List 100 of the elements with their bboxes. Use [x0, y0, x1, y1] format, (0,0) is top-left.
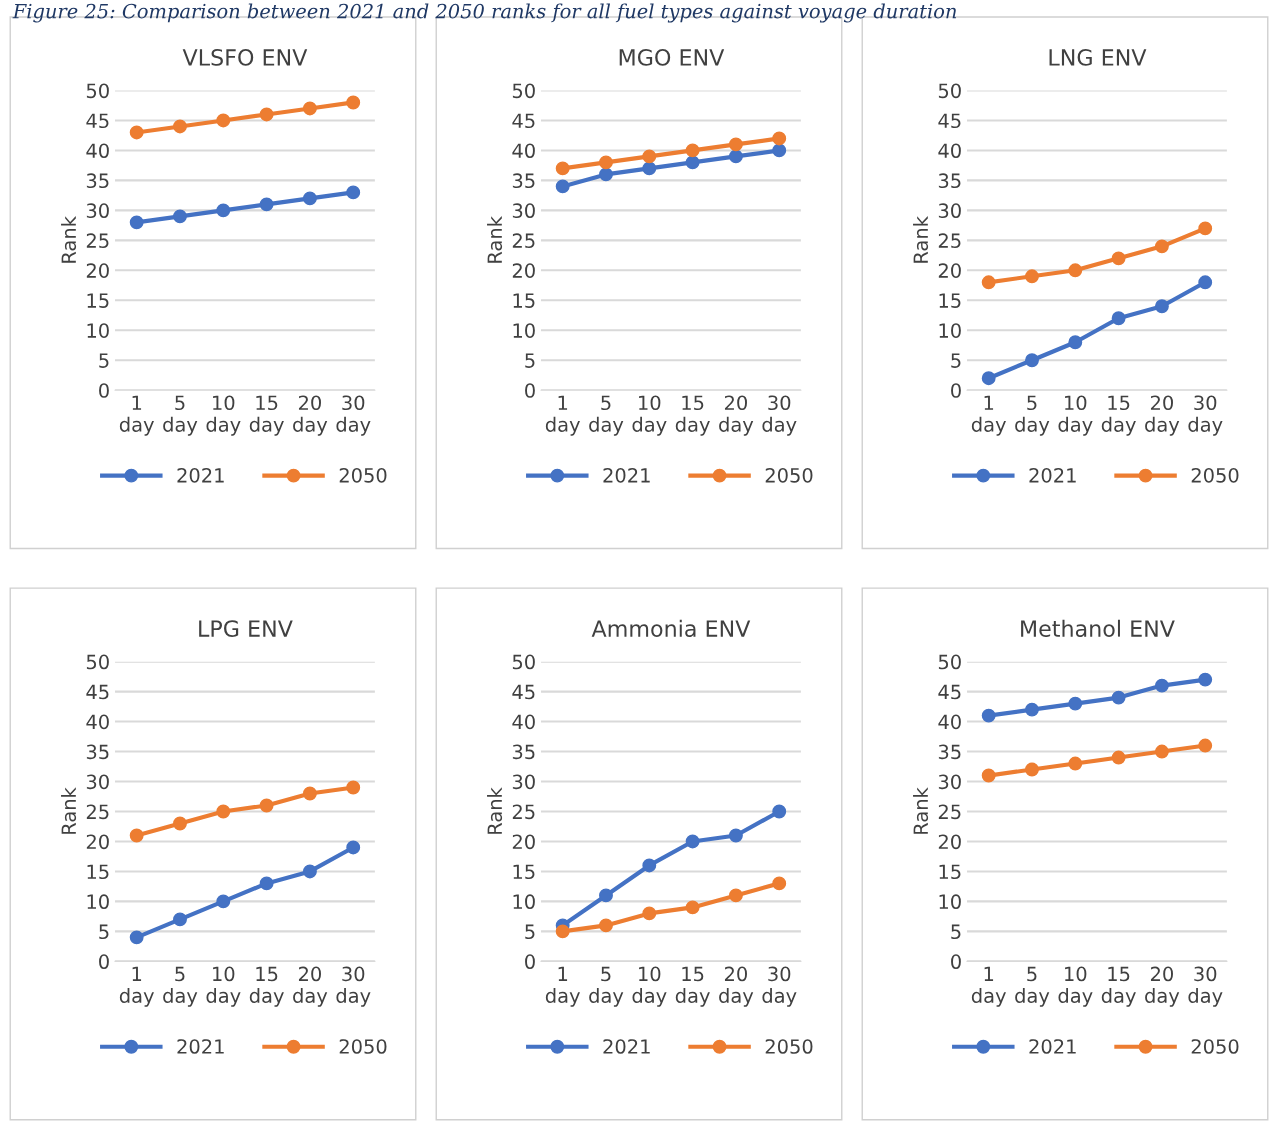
chart-title: VLSFO ENV: [182, 48, 308, 66]
y-tick-label: 10: [939, 894, 961, 910]
x-tick-label: 1 day: [119, 966, 154, 1007]
point: [642, 149, 657, 164]
point: [728, 828, 743, 843]
point: [1111, 750, 1126, 765]
point: [555, 179, 570, 194]
x-tick-label: 20 day: [1145, 966, 1180, 1007]
y-tick-label: 0: [99, 954, 109, 970]
x-tick-label: 5 day: [1015, 966, 1050, 1007]
x-tick-label: 30 day: [762, 966, 797, 1007]
x-tick-label: 5 day: [589, 966, 624, 1007]
point: [728, 888, 743, 903]
y-tick-label: 0: [525, 383, 535, 398]
point: [1068, 263, 1083, 278]
x-tick-label: 15 day: [675, 966, 710, 1007]
y-tick-label: 30: [938, 774, 961, 790]
point: [1068, 756, 1083, 771]
y-tick-label: 10: [939, 323, 961, 338]
point: [772, 143, 787, 158]
y-tick-label: 20: [512, 263, 535, 278]
x-tick-label: 5 day: [163, 395, 198, 436]
x-tick-label: 15 day: [1101, 966, 1136, 1007]
caption: Figure 25: Comparison between 2021 and 2050 ranks for all fuel types against voyage duration: [12, 3, 957, 23]
y-tick-label: 30: [512, 203, 535, 219]
y-tick-label: 15: [513, 293, 535, 308]
point: [259, 107, 274, 122]
point: [685, 834, 700, 849]
point: [216, 894, 231, 909]
legend-label: 2021: [1029, 467, 1076, 483]
y-tick-label: 30: [86, 203, 109, 219]
point: [302, 101, 317, 116]
y-tick-label: 30: [938, 203, 961, 219]
y-axis-title: Rank: [913, 787, 929, 834]
point: [1198, 738, 1213, 753]
point: [772, 804, 787, 819]
point: [346, 95, 361, 110]
y-tick-label: 20: [512, 834, 535, 850]
point: [346, 840, 361, 855]
point: [642, 858, 657, 873]
y-tick-label: 0: [951, 383, 961, 398]
point: [981, 708, 996, 723]
x-tick-label: 15 day: [675, 395, 710, 436]
y-tick-label: 50: [938, 654, 961, 670]
x-tick-label: 15 day: [249, 966, 284, 1007]
point: [129, 828, 144, 843]
x-tick-label: 10 day: [1058, 966, 1093, 1007]
y-tick-label: 40: [938, 143, 961, 159]
point: [1198, 275, 1213, 290]
y-tick-label: 40: [938, 714, 961, 730]
y-tick-label: 40: [86, 143, 109, 159]
point: [642, 161, 657, 176]
y-axis-title: Rank: [61, 787, 77, 834]
y-tick-label: 5: [951, 353, 961, 368]
x-tick-label: 20 day: [1145, 395, 1180, 436]
point: [555, 924, 570, 939]
x-tick-label: 10 day: [1058, 395, 1093, 436]
y-tick-label: 15: [939, 293, 961, 308]
y-tick-label: 10: [513, 323, 535, 338]
x-tick-label: 10 day: [632, 395, 667, 436]
point: [599, 918, 613, 933]
point: [173, 119, 187, 134]
y-tick-label: 20: [86, 263, 109, 278]
legend-label: 2021: [177, 1039, 224, 1054]
x-tick-label: 10 day: [206, 966, 241, 1007]
point: [129, 215, 144, 230]
y-tick-label: 40: [86, 714, 109, 730]
x-tick-label: 30 day: [1188, 966, 1223, 1007]
y-tick-label: 0: [525, 954, 535, 970]
point: [1198, 672, 1213, 687]
x-tick-label: 15 day: [1101, 395, 1136, 436]
y-tick-label: 5: [525, 353, 535, 368]
chart-title: LPG ENV: [199, 620, 293, 637]
legend-label: 2050: [1191, 1039, 1239, 1054]
point: [173, 209, 187, 224]
x-tick-label: 1 day: [971, 395, 1006, 436]
point: [259, 197, 274, 212]
y-tick-label: 50: [512, 654, 535, 670]
y-tick-label: 40: [512, 714, 535, 730]
point: [302, 786, 317, 801]
x-tick-label: 5 day: [163, 966, 198, 1007]
point: [728, 149, 743, 164]
x-tick-label: 15 day: [249, 395, 284, 436]
y-tick-label: 30: [86, 774, 109, 790]
y-tick-label: 15: [87, 864, 109, 880]
x-tick-label: 1 day: [545, 966, 580, 1007]
y-tick-label: 5: [525, 924, 535, 940]
point: [216, 113, 231, 128]
chart-title: Ammonia ENV: [591, 619, 751, 637]
point: [302, 864, 317, 879]
legend-label: 2050: [339, 1039, 387, 1054]
legend-label: 2050: [765, 1039, 813, 1054]
point: [216, 804, 231, 819]
y-tick-label: 45: [512, 684, 535, 700]
y-axis-title: Rank: [61, 216, 77, 263]
point: [1154, 299, 1169, 314]
point: [1111, 311, 1126, 326]
legend-label: 2050: [339, 467, 387, 483]
y-tick-label: 15: [513, 864, 535, 880]
point: [685, 155, 700, 170]
